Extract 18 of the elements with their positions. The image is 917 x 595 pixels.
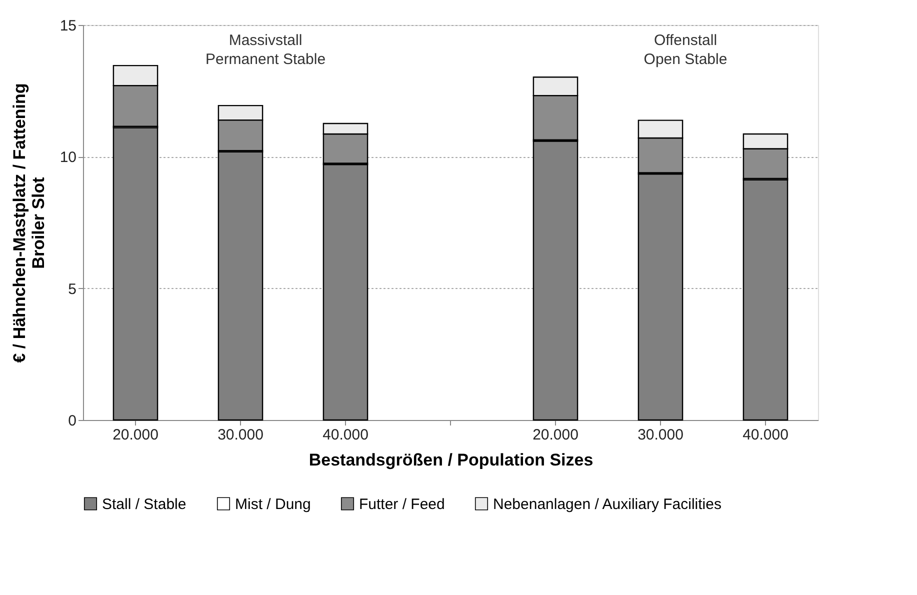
annotation: Massivstall Permanent Stable [205, 32, 326, 68]
x-tick-label: 30.000 [218, 426, 264, 444]
x-tick-label: 20.000 [532, 426, 578, 444]
x-tick-label: 20.000 [112, 426, 158, 444]
y-tick-label: 0 [68, 412, 76, 430]
x-axis-title: Bestandsgrößen / Population Sizes [308, 450, 594, 470]
legend-label: Stall / Stable [102, 496, 186, 513]
legend-label: Mist / Dung [235, 496, 311, 513]
y-tick-label: 10 [60, 149, 76, 166]
y-tick-label: 5 [68, 280, 76, 298]
x-tick-label: 30.000 [638, 426, 684, 444]
legend-label: Nebenanlagen / Auxiliary Facilities [493, 496, 722, 513]
y-axis-title: € / Hähnchen-Mastplatz / Fattening Broiler Slot [10, 83, 48, 363]
legend-label: Futter / Feed [359, 496, 445, 513]
y-tick-label: 15 [60, 18, 76, 34]
annotation: Offenstall Open Stable [644, 32, 728, 68]
x-tick-label: 40.000 [742, 426, 788, 444]
x-tick-label: 40.000 [322, 426, 368, 444]
